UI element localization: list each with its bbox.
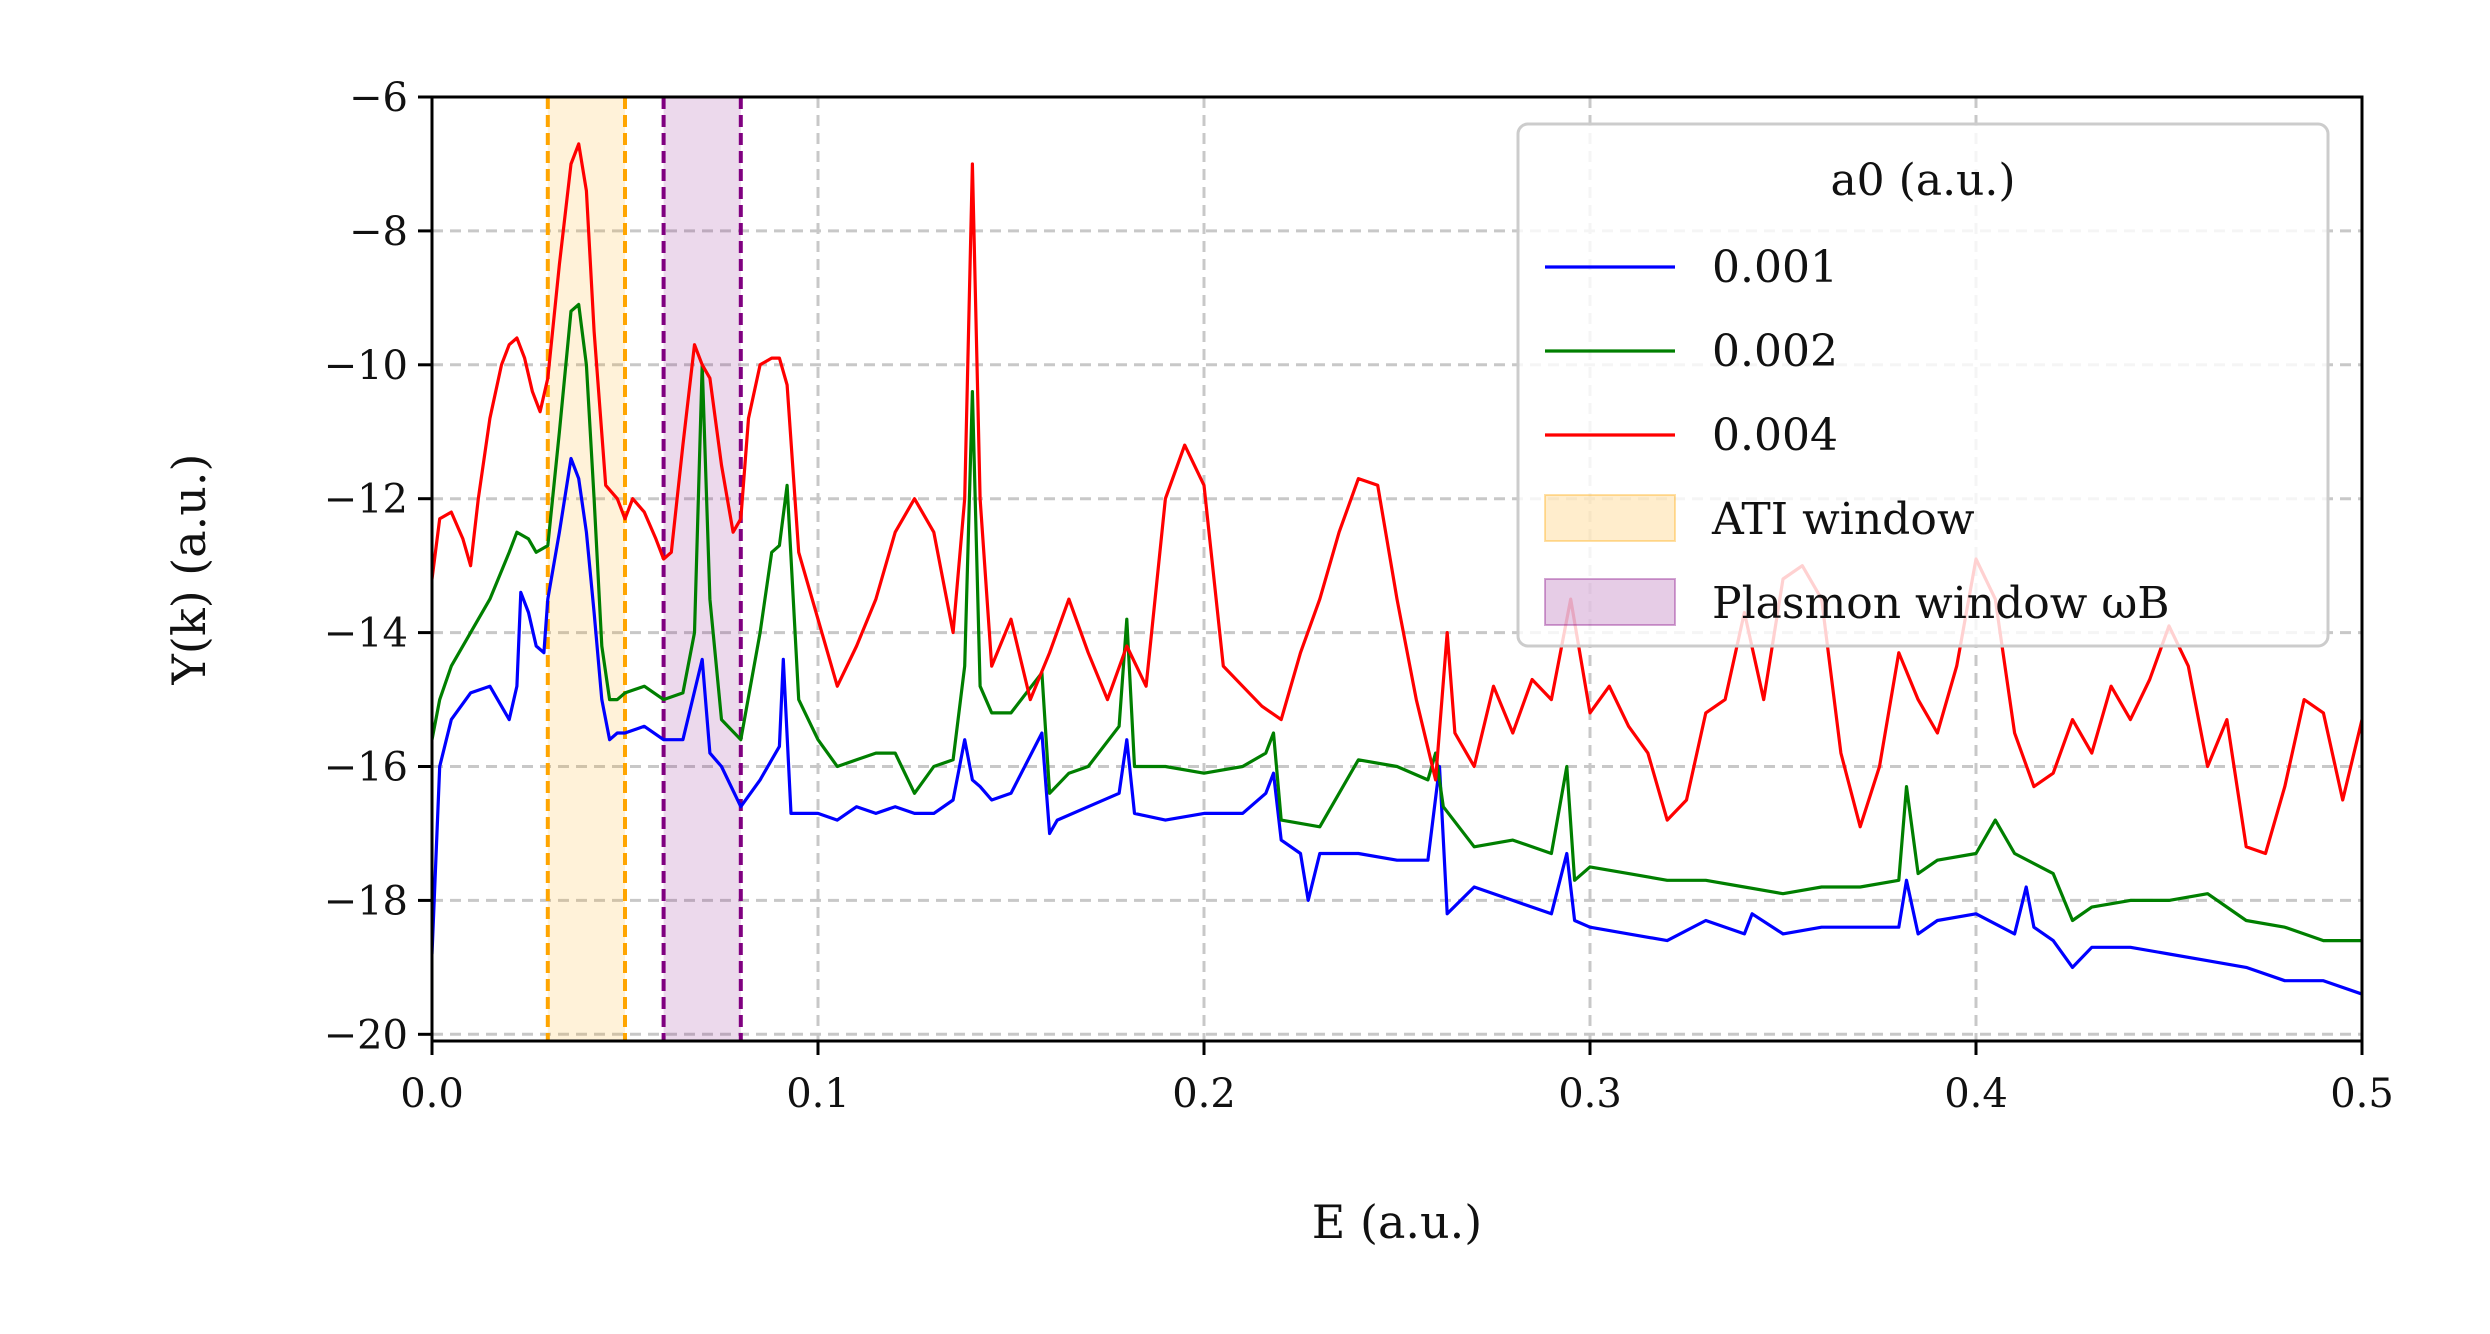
series-line-0.002: [432, 302, 2362, 943]
y-axis-label: Y(k) (a.u.): [162, 454, 216, 686]
y-tick-label-6: −8: [349, 209, 408, 255]
y-axis-ticks: −20 −18 −16 −14 −12 −10 −8 −6: [324, 75, 432, 1058]
legend-swatch-patch-4: [1544, 578, 1676, 626]
band-fill-1: [663, 97, 741, 1041]
series-line-0.001: [432, 456, 2362, 996]
y-tick-label-4: −12: [324, 477, 408, 523]
x-tick-label-3: 0.3: [1558, 1071, 1622, 1117]
x-tick-label-2: 0.2: [1172, 1071, 1236, 1117]
legend-label-4: Plasmon window ωB: [1712, 578, 2170, 629]
legend-box: [1516, 122, 2330, 648]
x-axis-label: E (a.u.): [1312, 1195, 1482, 1249]
band-fill-0: [547, 97, 625, 1041]
x-tick-label-0: 0.0: [400, 1071, 464, 1117]
legend-swatch-patch-3: [1544, 494, 1676, 542]
y-tick-label-1: −18: [324, 878, 408, 924]
legend-label-1: 0.002: [1712, 326, 1838, 377]
y-tick-label-2: −16: [324, 745, 408, 791]
y-tick-label-3: −14: [324, 611, 408, 657]
legend: a0 (a.u.) 0.001 0.002 0.004 ATI window Plasm…: [1516, 122, 2330, 648]
window-bands: [545, 97, 743, 1041]
y-tick-label-5: −10: [324, 343, 408, 389]
x-axis-ticks: 0.0 0.1 0.2 0.3 0.4 0.5: [400, 1041, 2394, 1117]
legend-label-2: 0.004: [1712, 410, 1838, 461]
x-tick-label-4: 0.4: [1944, 1071, 2008, 1117]
legend-label-0: 0.001: [1712, 242, 1838, 293]
legend-entries: 0.001 0.002 0.004 ATI window Plasmon window …: [1544, 242, 2170, 629]
y-tick-label-7: −6: [349, 75, 408, 121]
x-tick-label-5: 0.5: [2330, 1071, 2394, 1117]
plot-frame: [430, 95, 2364, 1043]
y-tick-label-0: −20: [324, 1012, 408, 1058]
x-tick-label-1: 0.1: [786, 1071, 850, 1117]
legend-label-3: ATI window: [1711, 494, 1975, 545]
legend-title: a0 (a.u.): [1830, 155, 2015, 206]
